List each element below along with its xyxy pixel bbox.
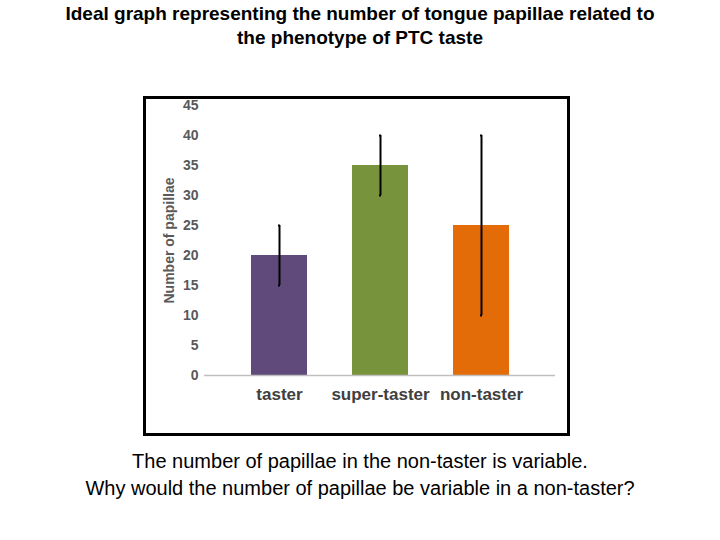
svg-text:0: 0	[191, 367, 199, 383]
html-text:Ideal graph representing the n: Ideal graph representing the number of t…	[65, 3, 655, 48]
html-text:Why would the number of papill: Why would the number of papillae be vari…	[85, 477, 635, 499]
svg-text:5: 5	[191, 337, 199, 353]
svg-text:35: 35	[183, 157, 199, 173]
svg-text:20: 20	[183, 247, 199, 263]
svg-text:non-taster: non-taster	[440, 385, 524, 404]
svg-text:super-taster: super-taster	[331, 385, 430, 404]
svg-text:15: 15	[183, 277, 199, 293]
svg-text:10: 10	[183, 307, 199, 323]
svg-text:Number of papillae: Number of papillae	[161, 177, 177, 303]
svg-text:40: 40	[183, 127, 199, 143]
html-text:The number of papillae in the: The number of papillae in the non-taster…	[132, 450, 588, 472]
svg-text:taster: taster	[256, 385, 303, 404]
svg-text:45: 45	[183, 99, 199, 113]
svg-text:30: 30	[183, 187, 199, 203]
svg-text:25: 25	[183, 217, 199, 233]
